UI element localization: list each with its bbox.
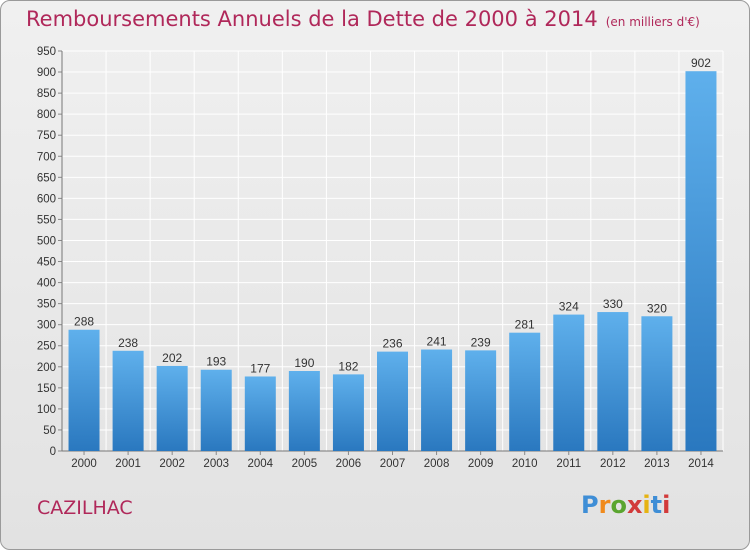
data-label: 288 (74, 315, 94, 329)
y-tick-label: 400 (37, 278, 56, 290)
data-label: 182 (338, 359, 358, 373)
x-tick-label: 2007 (380, 458, 406, 470)
x-tick-label: 2012 (600, 458, 626, 470)
y-tick-label: 300 (37, 320, 56, 332)
logo-letter: i (662, 491, 671, 519)
x-tick-label: 2010 (512, 458, 538, 470)
bar (421, 349, 453, 451)
data-label: 902 (691, 56, 711, 70)
data-label: 236 (382, 337, 402, 351)
y-tick-label: 200 (37, 362, 56, 374)
x-tick-label: 2004 (248, 458, 274, 470)
chart-title-text: Remboursements Annuels de la Dette de 20… (26, 7, 598, 31)
data-label: 281 (515, 318, 535, 332)
bar (68, 329, 100, 451)
y-tick-label: 900 (37, 67, 56, 79)
y-tick-label: 850 (37, 88, 56, 100)
x-tick-label: 2000 (71, 458, 97, 470)
logo-letter: x (626, 491, 643, 519)
logo-letter: t (650, 491, 663, 519)
x-tick-label: 2013 (644, 458, 670, 470)
y-tick-label: 950 (37, 46, 56, 58)
chart-subtitle: (en milliers d'€) (605, 15, 700, 29)
y-tick-label: 100 (37, 404, 56, 416)
x-tick-label: 2003 (203, 458, 229, 470)
y-tick-label: 450 (37, 257, 56, 269)
x-tick-label: 2014 (688, 458, 714, 470)
data-label: 177 (250, 361, 270, 375)
x-tick-label: 2002 (159, 458, 185, 470)
y-tick-label: 650 (37, 172, 56, 184)
data-label: 193 (206, 355, 226, 369)
logo-letter: i (642, 491, 651, 519)
logo-letter: P (581, 491, 599, 519)
commune-name: CAZILHAC (37, 497, 133, 519)
x-tick-label: 2005 (292, 458, 318, 470)
proxiti-logo: Proxiti (581, 491, 670, 519)
y-tick-label: 800 (37, 109, 56, 121)
x-tick-label: 2008 (424, 458, 450, 470)
y-tick-label: 150 (37, 383, 56, 395)
bar (332, 374, 364, 451)
bar (377, 351, 408, 451)
bar (288, 371, 320, 451)
logo-letter: o (610, 491, 627, 519)
data-label: 330 (603, 297, 623, 311)
bar (465, 350, 497, 451)
y-tick-label: 600 (37, 193, 56, 205)
logo-letter: r (598, 491, 611, 519)
bar (156, 365, 188, 451)
bar (112, 350, 144, 451)
bar (200, 369, 232, 451)
data-label: 190 (294, 356, 314, 370)
data-label: 202 (162, 351, 182, 365)
data-label: 241 (427, 335, 447, 349)
bar (685, 71, 717, 452)
y-tick-label: 50 (43, 425, 56, 437)
y-tick-label: 0 (50, 446, 56, 458)
bar (597, 312, 629, 451)
y-tick-label: 700 (37, 151, 56, 163)
data-label: 324 (559, 300, 579, 314)
y-tick-label: 500 (37, 235, 56, 247)
x-tick-label: 2009 (468, 458, 494, 470)
label-layer: 0 50 100 150 200 250 300 350 400 450 500 550 600 650 7… (37, 46, 715, 470)
data-label: 320 (647, 301, 667, 315)
data-label: 238 (118, 336, 138, 350)
x-tick-label: 2001 (115, 458, 141, 470)
chart-title: Remboursements Annuels de la Dette de 20… (26, 7, 700, 31)
data-label: 239 (471, 335, 491, 349)
bar (553, 314, 585, 451)
x-tick-label: 2006 (336, 458, 362, 470)
y-tick-label: 750 (37, 130, 56, 142)
bar (244, 376, 276, 451)
y-tick-label: 550 (37, 214, 56, 226)
bar-layer (68, 71, 717, 452)
bar (509, 332, 541, 451)
y-tick-label: 250 (37, 341, 56, 353)
y-tick-label: 350 (37, 299, 56, 311)
bar (641, 316, 673, 451)
x-tick-label: 2011 (556, 458, 581, 470)
